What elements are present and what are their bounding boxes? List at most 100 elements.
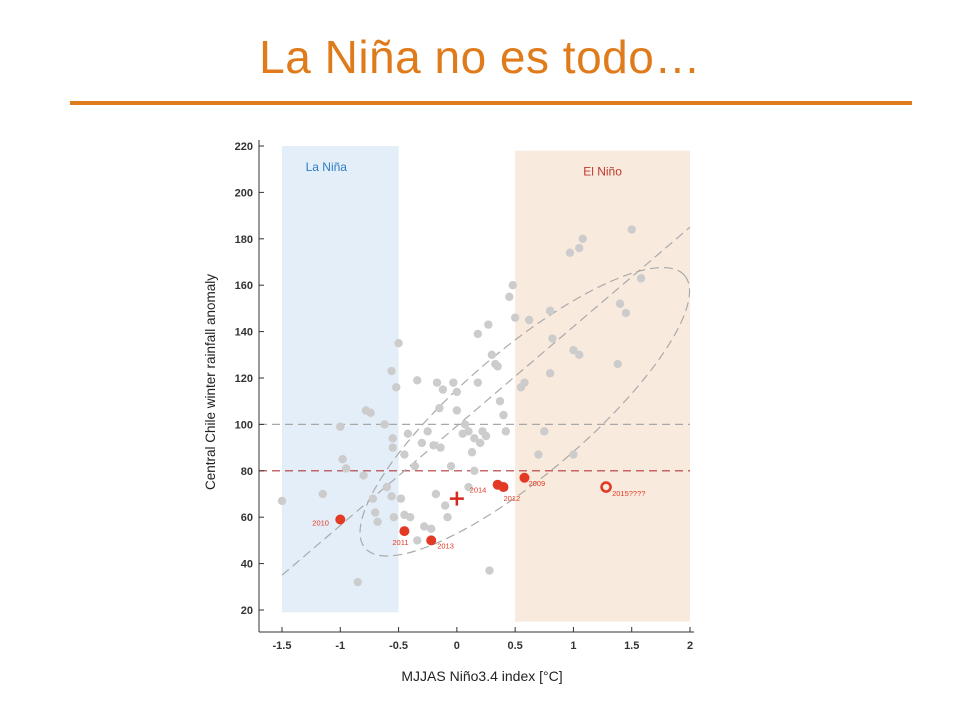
data-point — [429, 441, 438, 450]
x-tick-label: 1.5 — [624, 640, 639, 652]
y-tick-label: 100 — [235, 419, 253, 431]
region-label: La Niña — [306, 160, 348, 174]
data-point — [470, 466, 479, 475]
data-point — [464, 427, 473, 436]
y-tick-label: 120 — [235, 373, 253, 385]
shaded-region — [515, 150, 690, 622]
data-point — [569, 345, 578, 355]
data-point — [615, 299, 625, 308]
x-tick-label: 0.5 — [507, 640, 522, 652]
data-point — [460, 420, 470, 429]
data-point — [485, 566, 494, 575]
y-tick-label: 80 — [241, 466, 253, 478]
data-point — [394, 339, 403, 348]
data-point — [382, 482, 392, 492]
data-point — [484, 320, 493, 329]
y-tick-label: 160 — [235, 280, 253, 292]
data-point — [443, 513, 452, 522]
highlight-point — [426, 535, 437, 546]
data-point — [545, 306, 555, 315]
data-point — [470, 434, 479, 443]
point-label: 2015???? — [612, 489, 645, 498]
data-point — [545, 369, 555, 378]
data-point — [371, 508, 380, 517]
highlight-point — [335, 514, 346, 525]
data-point — [452, 406, 462, 415]
data-point — [420, 522, 429, 531]
y-tick-label: 40 — [241, 559, 253, 571]
data-point — [613, 359, 622, 369]
data-point — [510, 313, 520, 322]
y-tick-label: 140 — [235, 327, 253, 339]
x-tick-label: 2 — [687, 640, 693, 652]
data-point — [403, 429, 413, 438]
data-point — [534, 450, 543, 459]
slide-title: La Niña no es todo… — [259, 31, 701, 83]
data-point — [501, 427, 511, 436]
x-tick-label: 1 — [570, 640, 576, 652]
data-point — [473, 378, 483, 387]
data-point — [452, 387, 462, 397]
y-tick-label: 20 — [241, 605, 253, 617]
data-point — [575, 243, 584, 253]
data-point — [565, 248, 575, 257]
confidence-ellipse — [359, 266, 691, 557]
data-point — [396, 494, 406, 503]
data-point — [499, 410, 508, 420]
highlight-point — [519, 472, 530, 483]
y-tick-label: 60 — [241, 512, 253, 524]
y-axis-label: Central Chile winter rainfall anomaly — [203, 274, 218, 490]
data-point — [493, 362, 502, 371]
point-label: 2010 — [312, 519, 329, 528]
data-point — [413, 536, 422, 545]
data-point — [353, 577, 362, 587]
data-point — [441, 501, 450, 510]
data-point — [481, 431, 491, 441]
trend-line — [281, 226, 691, 576]
data-point — [449, 378, 458, 387]
data-point — [548, 334, 557, 343]
data-point — [413, 376, 422, 385]
data-point — [427, 524, 436, 533]
data-point — [387, 366, 396, 376]
open-point — [600, 481, 612, 493]
data-point — [575, 350, 584, 359]
data-point — [417, 438, 427, 448]
data-point — [388, 443, 397, 452]
data-point — [438, 385, 448, 394]
y-tick-label: 200 — [235, 187, 253, 199]
data-point — [495, 397, 505, 406]
x-tick-label: -1.5 — [273, 640, 292, 652]
data-point — [569, 450, 578, 459]
data-point — [400, 450, 409, 459]
data-point — [359, 471, 368, 480]
data-point — [432, 378, 442, 387]
data-point — [389, 513, 399, 522]
data-point — [387, 492, 396, 501]
y-tick-label: 180 — [235, 234, 253, 246]
x-tick-label: 0 — [454, 640, 460, 652]
data-point — [431, 489, 441, 499]
data-point — [508, 281, 518, 290]
data-point — [627, 225, 636, 234]
highlight-point — [399, 526, 410, 537]
data-point — [435, 403, 444, 413]
data-point — [366, 408, 375, 417]
data-point — [380, 420, 389, 429]
x-axis-label: MJJAS Niño3.4 index [°C] — [401, 668, 562, 684]
data-point — [636, 274, 646, 283]
data-point — [406, 513, 415, 522]
data-point — [341, 464, 351, 473]
y-tick-label: 220 — [235, 141, 253, 153]
shaded-region — [282, 146, 399, 613]
point-label: 2009 — [528, 479, 545, 488]
data-point — [318, 489, 327, 499]
data-point — [392, 383, 401, 392]
region-label: El Niño — [583, 165, 622, 179]
data-point — [436, 443, 445, 452]
point-label: 2013 — [437, 541, 454, 550]
data-point — [505, 292, 514, 301]
title-underline — [70, 101, 912, 105]
point-label: 2014 — [470, 486, 487, 495]
